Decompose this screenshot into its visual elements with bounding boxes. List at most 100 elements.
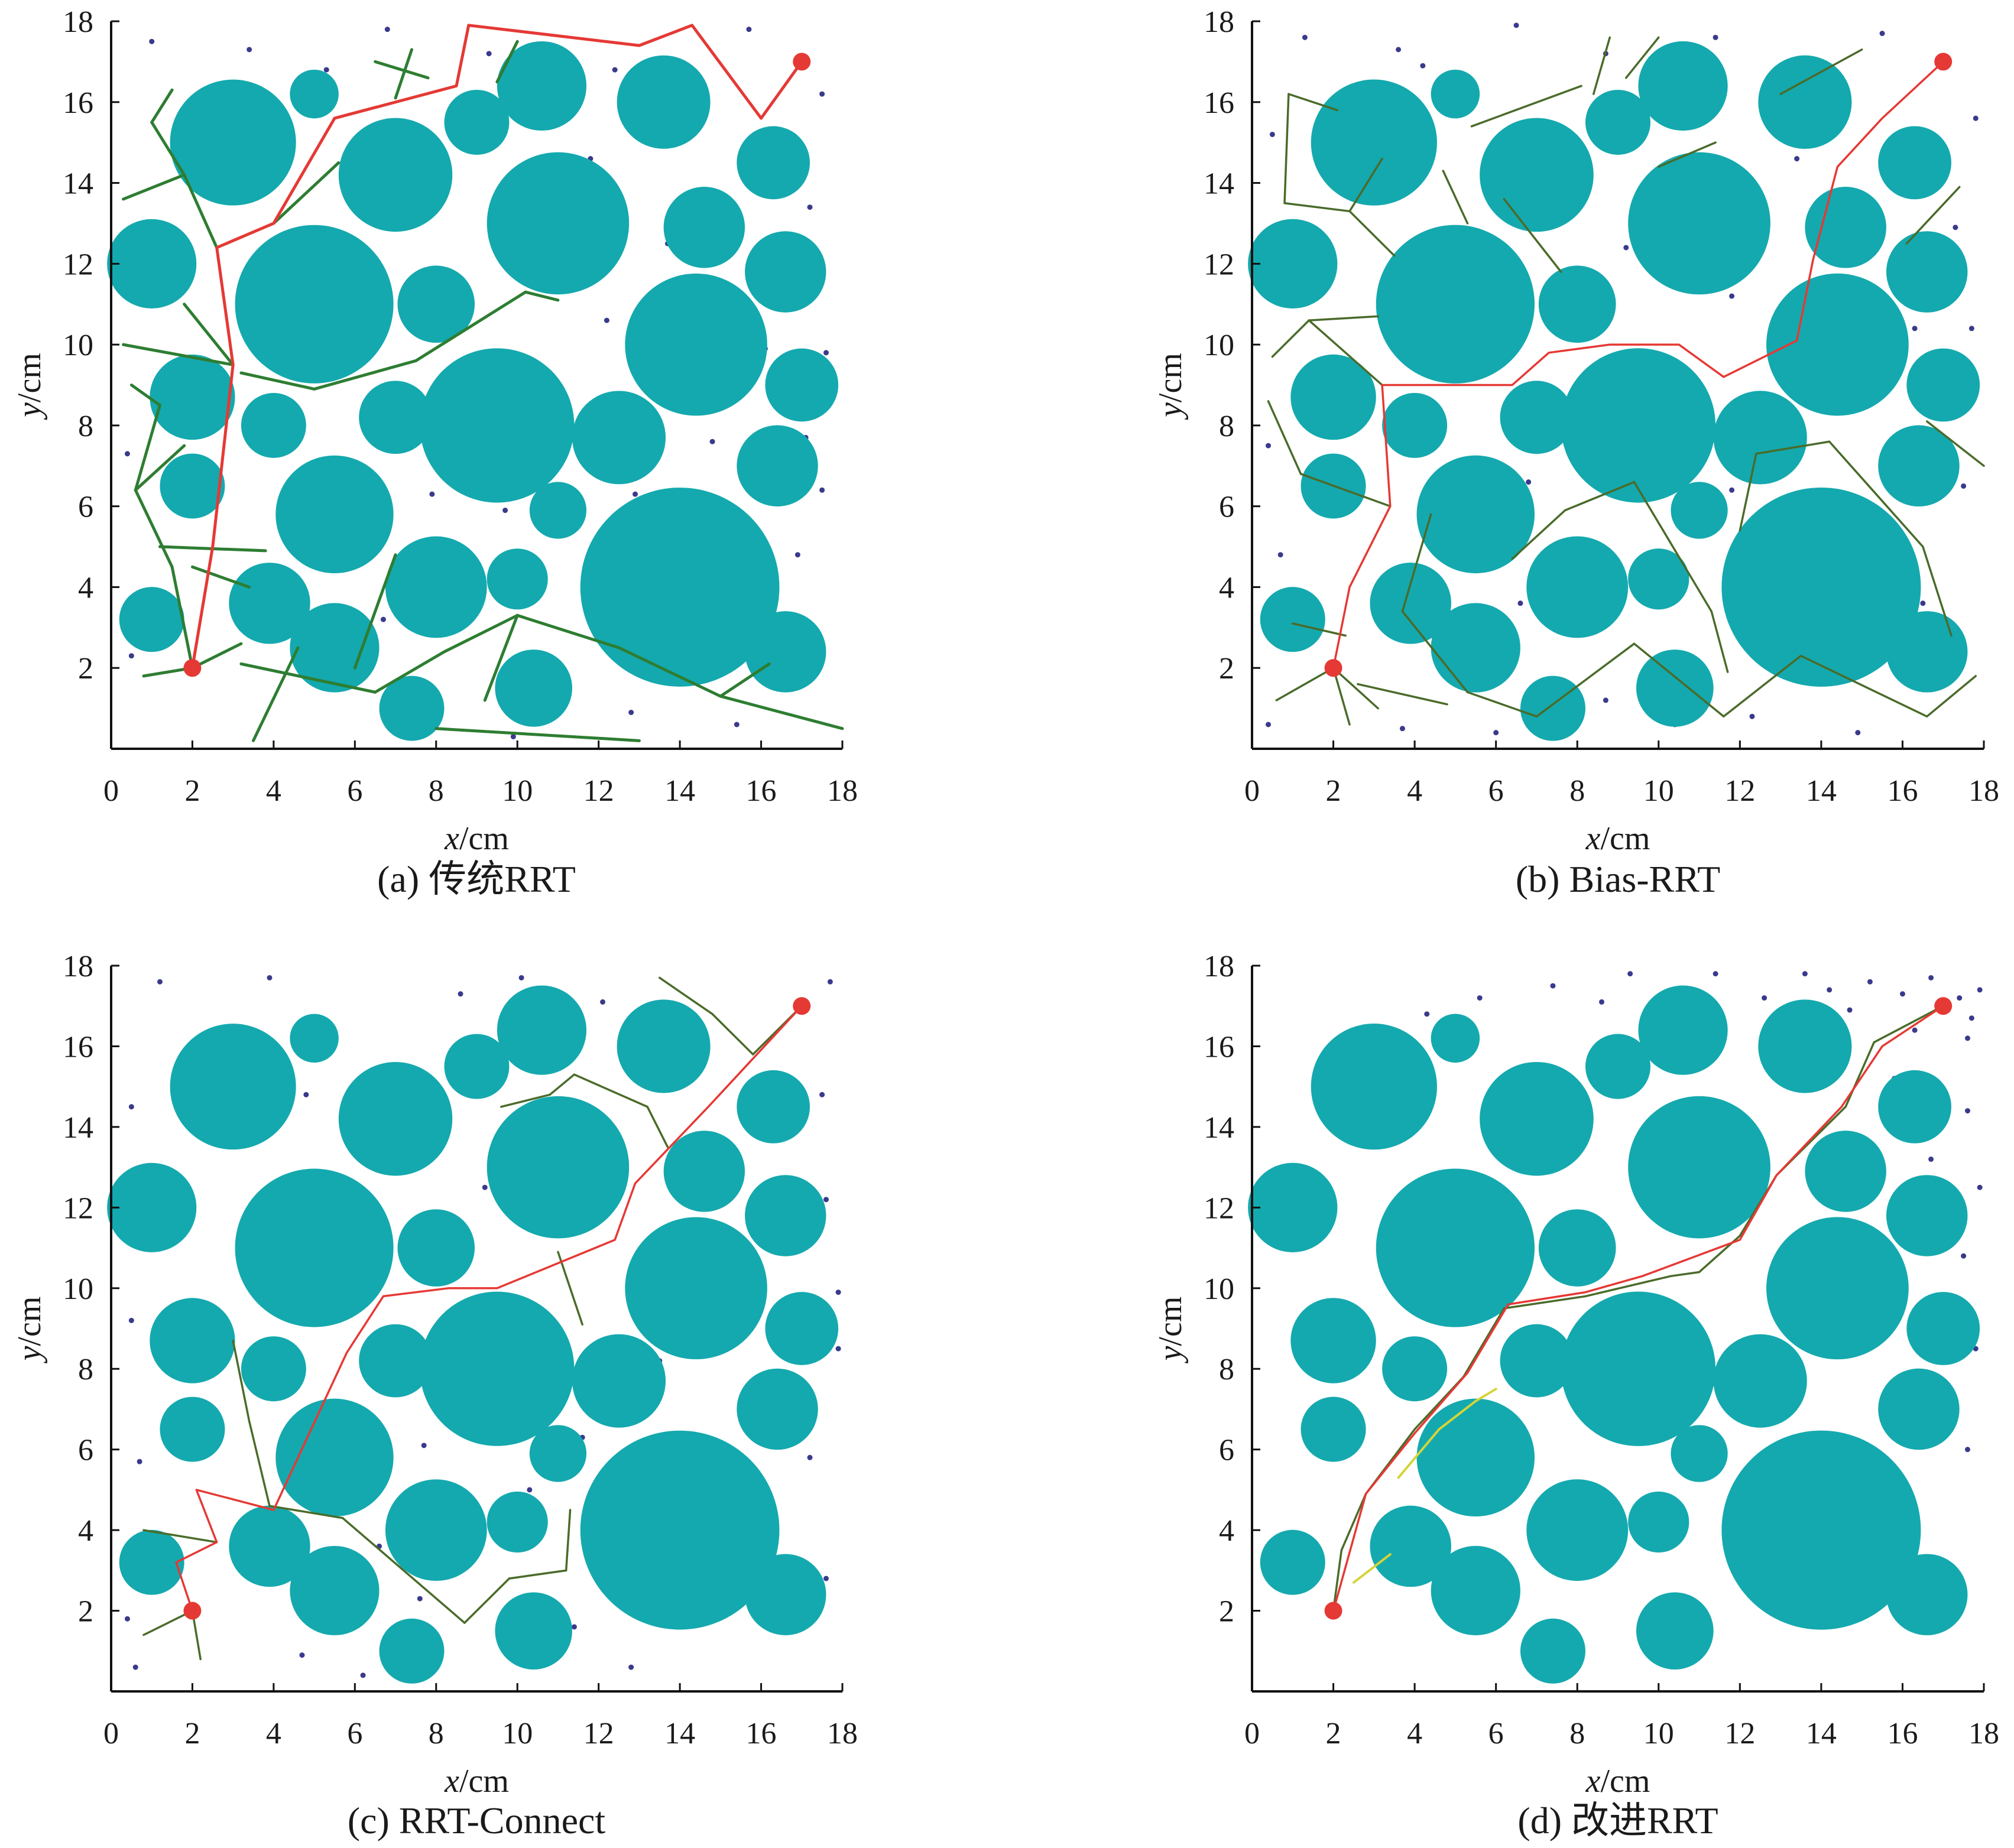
sample-point [128, 1104, 134, 1110]
tree-edge [617, 646, 722, 698]
tree-edge [1511, 509, 1567, 560]
obstacle-circle [497, 985, 587, 1075]
y-tick-label: 8 [78, 1353, 93, 1386]
obstacle-circle [1805, 1131, 1886, 1212]
y-tick-label: 8 [78, 410, 93, 443]
backtrack-edge [1397, 1428, 1441, 1479]
start-point [183, 659, 202, 677]
obstacle-circle [572, 1334, 666, 1428]
sample-point [1517, 600, 1523, 606]
tree-edge [515, 613, 621, 649]
x-tick-label: 2 [1326, 1717, 1341, 1750]
tree-edge [1462, 1307, 1506, 1378]
obstacle-circle [1526, 1479, 1629, 1581]
sample-point [360, 1672, 366, 1678]
y-tick-label: 18 [1204, 950, 1234, 983]
sample-point [1269, 131, 1275, 137]
x-axis-title: x/cm [1585, 820, 1650, 857]
obstacle-circle [379, 1618, 445, 1684]
sample-point [1266, 722, 1272, 727]
panel-a: 0 2 4 6 8 10 12 14 16 18 2 4 6 8 10 12 14 16 18 x/cm y/cm (a)… [11, 5, 858, 900]
obstacle-circle [1878, 126, 1951, 200]
obstacle-circle [745, 611, 826, 693]
sample-point [819, 487, 825, 493]
x-tick-label: 18 [827, 774, 858, 808]
sample-point [1964, 1108, 1970, 1114]
sample-point [1827, 987, 1833, 993]
tree-edge [190, 642, 243, 670]
obstacle-circle [241, 392, 306, 458]
obstacle-circle [1431, 69, 1480, 119]
obstacle-circle [1431, 1545, 1520, 1636]
obstacle-circle [1628, 1491, 1689, 1553]
panel-caption: (a) 传统RRT [377, 858, 576, 900]
obstacle-circle [1886, 1554, 1968, 1636]
sample-point [1623, 245, 1629, 251]
tree-edge [1401, 513, 1432, 613]
obstacle-circle [1628, 548, 1689, 610]
obstacle-circle [1766, 273, 1909, 416]
obstacle-circle [737, 1070, 810, 1144]
sample-point [128, 1317, 134, 1323]
tree-edge [183, 173, 219, 249]
x-tick-label: 0 [1244, 774, 1260, 808]
y-tick-label: 4 [1219, 1514, 1234, 1548]
tree-edge [573, 1073, 648, 1108]
y-tick-label: 2 [78, 1595, 93, 1629]
y-tick-label: 18 [63, 950, 93, 983]
sample-point [1424, 1011, 1430, 1017]
sample-point [1713, 971, 1718, 977]
y-tick-label: 16 [63, 1030, 93, 1064]
obstacle-circle [1290, 1298, 1376, 1383]
tree-edge [150, 121, 186, 177]
obstacle-circle [1376, 225, 1535, 384]
x-tick-label: 4 [1407, 774, 1422, 808]
obstacle-circle [275, 1398, 394, 1516]
tree-edge [341, 1516, 466, 1624]
x-tick-label: 12 [1724, 774, 1755, 808]
sample-point [1961, 483, 1967, 489]
obstacle-circle [1480, 1061, 1594, 1176]
obstacle-circle [1636, 649, 1714, 727]
obstacle-circle [1713, 1334, 1807, 1428]
sample-point [1420, 63, 1426, 69]
x-tick-label: 2 [184, 1717, 200, 1750]
obstacle-circle [1561, 348, 1716, 503]
obstacle-circle [229, 563, 310, 644]
y-tick-label: 10 [63, 329, 93, 362]
sample-point [746, 27, 752, 33]
panel-c: 0 2 4 6 8 10 12 14 16 18 2 4 6 8 10 12 14 16 18 x/cm y/cm (c)… [11, 950, 858, 1841]
tree-edge [1535, 642, 1636, 718]
obstacle-circle [235, 225, 394, 384]
obstacle-circle [397, 265, 475, 343]
sample-point [1977, 1184, 1983, 1190]
obstacle-circle [1538, 1209, 1616, 1287]
tree-edge [134, 404, 161, 492]
obstacle-circle [1628, 152, 1770, 295]
sample-point [518, 975, 524, 980]
obstacle-circle [1713, 391, 1807, 485]
y-tick-label: 18 [1204, 5, 1234, 39]
tree-edge [508, 1569, 567, 1580]
y-tick-label: 10 [1204, 329, 1234, 362]
y-tick-label: 16 [63, 86, 93, 120]
tree-edge [1283, 93, 1290, 204]
tree-edge [1283, 202, 1351, 213]
tree-edge [1564, 480, 1636, 512]
planned-path [1332, 61, 1944, 668]
tree-edge [1308, 319, 1383, 387]
tree-edge [232, 1339, 251, 1422]
x-tick-label: 14 [664, 774, 695, 808]
obstacle-circle [529, 482, 587, 539]
x-tick-label: 16 [746, 774, 777, 808]
obstacle-circle [1520, 675, 1585, 741]
tree-edge [1332, 667, 1351, 726]
start-point [1324, 1602, 1342, 1620]
obstacle-circle [487, 152, 630, 295]
sample-point [1762, 995, 1767, 1001]
y-tick-label: 12 [1204, 248, 1234, 281]
sample-point [1550, 983, 1556, 989]
sample-point [1493, 730, 1499, 736]
tree-edge [353, 553, 397, 670]
